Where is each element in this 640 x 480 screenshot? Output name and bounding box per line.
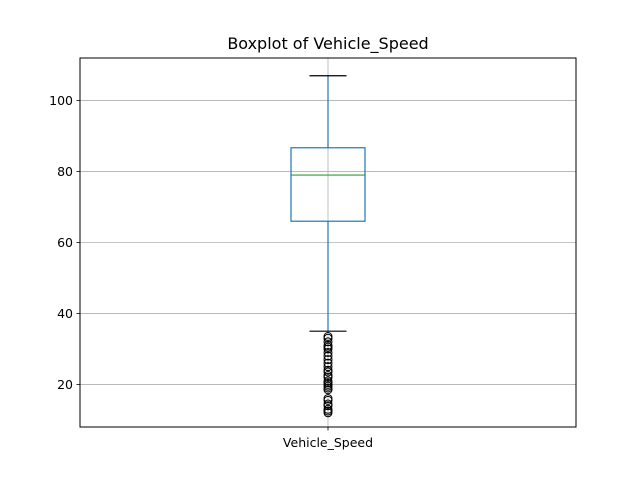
y-tick-label-3: 80 <box>57 164 73 179</box>
outlier-point-12 <box>323 376 333 386</box>
outlier-point-4 <box>323 399 333 409</box>
y-tick-label-0: 20 <box>57 377 73 392</box>
outlier-point-6 <box>323 394 333 404</box>
outlier-point-25 <box>323 337 333 347</box>
y-tick-label-4: 100 <box>49 93 73 108</box>
outlier-point-24 <box>323 340 333 350</box>
outlier-point-14 <box>323 371 333 381</box>
outlier-point-2 <box>323 404 333 414</box>
chart-title: Boxplot of Vehicle_Speed <box>227 34 428 54</box>
outlier-point-21 <box>323 347 333 357</box>
outlier-point-20 <box>323 351 333 361</box>
outlier-point-17 <box>323 362 333 372</box>
y-tick-label-2: 60 <box>57 235 73 250</box>
x-tick-label-0: Vehicle_Speed <box>283 435 373 450</box>
y-tick-label-1: 40 <box>57 306 73 321</box>
y-axis: 20 40 60 80 100 <box>49 93 80 392</box>
outlier-point-19 <box>323 355 333 365</box>
outlier-point-18 <box>323 358 333 368</box>
outlier-point-16 <box>323 365 333 375</box>
outlier-point-27 <box>323 332 333 342</box>
iqr-box <box>290 147 366 222</box>
plot-elements <box>290 75 366 418</box>
x-axis: Vehicle_Speed <box>283 427 373 450</box>
